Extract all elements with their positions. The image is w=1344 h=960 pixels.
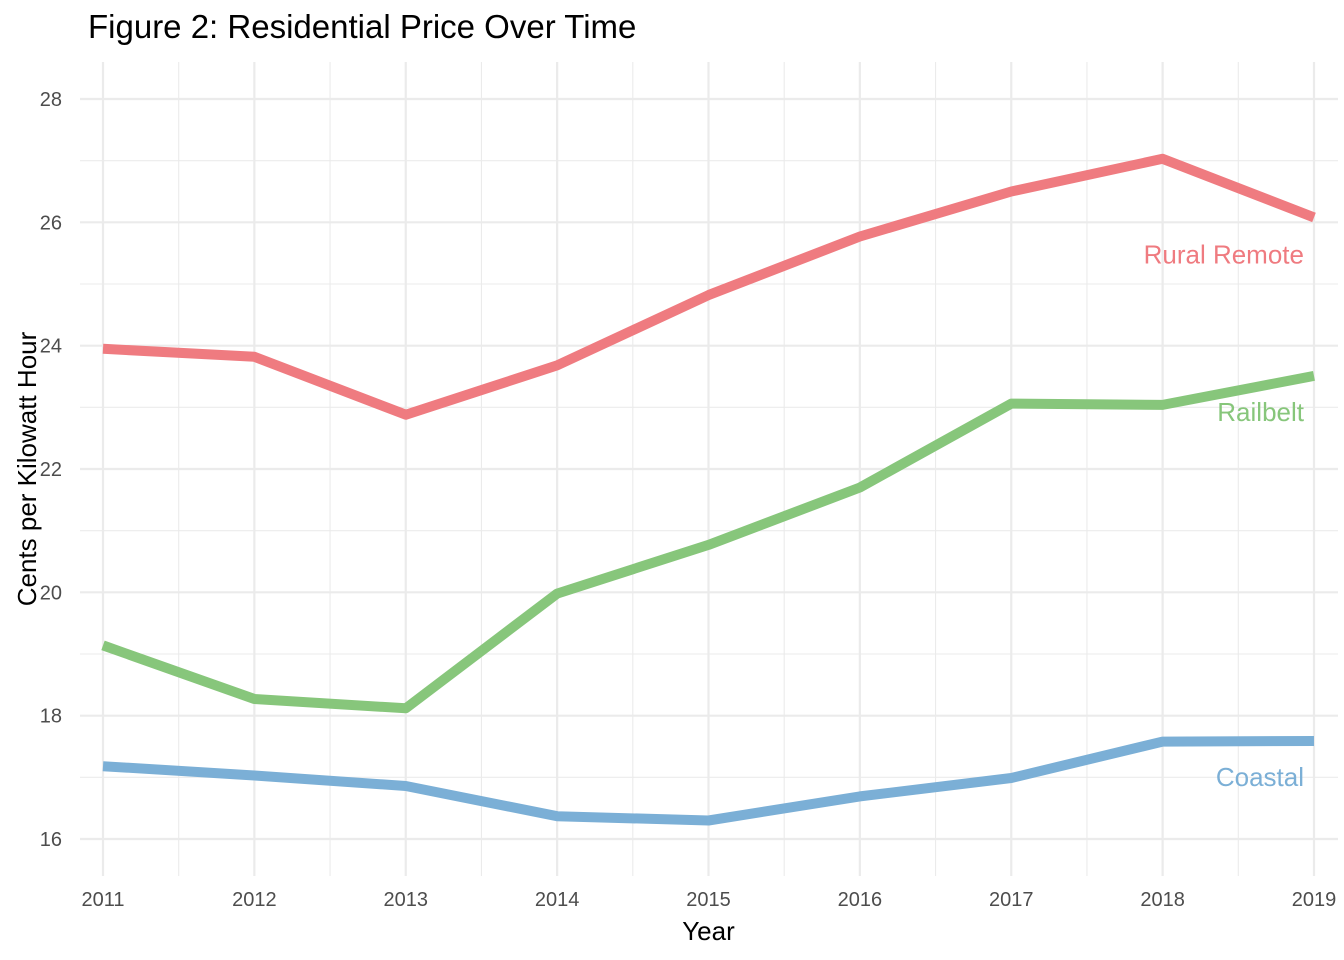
- x-tick-label: 2017: [989, 889, 1034, 911]
- y-tick-label: 26: [40, 212, 62, 234]
- x-tick-label: 2012: [232, 889, 277, 911]
- x-tick-label: 2013: [384, 889, 429, 911]
- x-tick-label: 2016: [838, 889, 883, 911]
- x-axis-title: Year: [682, 916, 735, 946]
- series-label-rural-remote: Rural Remote: [1144, 239, 1304, 269]
- series-label-coastal: Coastal: [1216, 762, 1304, 792]
- series-lines: [101, 153, 1316, 826]
- x-tick-label: 2014: [535, 889, 580, 911]
- series-labels: Rural Remote Railbelt Coastal: [1144, 239, 1305, 792]
- x-tick-label: 2019: [1292, 889, 1337, 911]
- y-tick-label: 20: [40, 582, 62, 604]
- series-line-railbelt: [101, 370, 1315, 714]
- x-axis-ticks: 2011 2012 2013 2014 2015 2016 2017 2018 2019: [81, 889, 1336, 911]
- x-tick-label: 2018: [1140, 889, 1185, 911]
- y-tick-label: 18: [40, 706, 62, 728]
- series-line-rural-remote: [102, 153, 1316, 420]
- x-tick-label: 2015: [686, 889, 731, 911]
- chart-title: Figure 2: Residential Price Over Time: [88, 8, 637, 45]
- series-label-railbelt: Railbelt: [1217, 397, 1304, 427]
- series-line-coastal: [102, 736, 1315, 826]
- y-axis-title: Cents per Kilowatt Hour: [12, 331, 42, 606]
- y-axis-ticks: 16 18 20 22 24 26 28: [40, 89, 62, 851]
- grid-lines: [80, 62, 1338, 876]
- y-tick-label: 24: [40, 336, 62, 358]
- y-tick-label: 28: [40, 89, 62, 111]
- y-tick-label: 16: [40, 829, 62, 851]
- y-tick-label: 22: [40, 459, 62, 481]
- x-tick-label: 2011: [81, 889, 124, 911]
